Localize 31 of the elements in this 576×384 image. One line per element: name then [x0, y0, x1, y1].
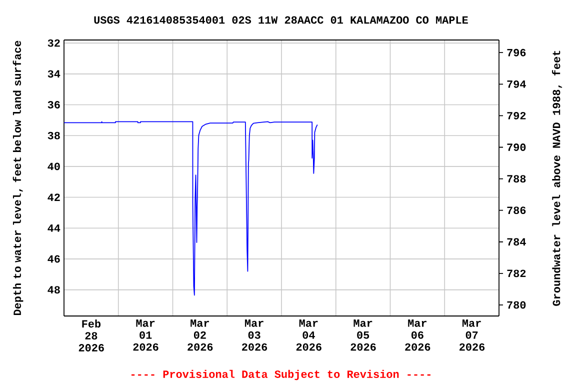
- y2-axis-title: Groundwater level above NAVD 1988, feet: [552, 50, 562, 306]
- y-tick-label: 34: [48, 70, 60, 78]
- x-tick-label: Mar 03 2026: [242, 320, 268, 351]
- x-tick-label: Mar 07 2026: [460, 320, 485, 351]
- y2-tick-label: 796: [507, 48, 526, 56]
- y-tick-label: 40: [48, 162, 60, 170]
- y-tick-label: 42: [48, 194, 60, 201]
- y-tick-label: 48: [48, 286, 60, 294]
- text: ---- Provisional Data Subject to Revision ----: [131, 370, 430, 380]
- line-series: [64, 121, 318, 296]
- y2-tick-label: 788: [507, 175, 526, 183]
- chart-title: USGS 421614085354001 02S 11W 28AACC 01 KALAMAZOO CO MAPLE: [94, 16, 468, 24]
- y-tick-label: 46: [48, 255, 60, 263]
- x-tick-label: Mar 06 2026: [405, 320, 430, 351]
- y2-tick-label: 780: [507, 301, 526, 309]
- y2-tick-label: 786: [507, 206, 526, 214]
- y-tick-label: 44: [48, 224, 60, 232]
- x-tick-label: Mar 01 2026: [133, 320, 158, 351]
- y2-tick-label: 794: [507, 80, 526, 88]
- y2-tick-label: 784: [507, 238, 526, 246]
- y-tick-label: 36: [48, 101, 60, 108]
- y-tick-label: 38: [48, 132, 60, 140]
- x-tick-label: Mar 02 2026: [188, 320, 213, 351]
- y2-tick-label: 790: [507, 144, 526, 151]
- x-tick-label: Mar 05 2026: [350, 320, 376, 351]
- y2-tick-label: 782: [507, 270, 526, 278]
- x-tick-label: Mar 04 2026: [296, 320, 322, 351]
- y-tick-label: 32: [48, 39, 60, 47]
- y2-tick-label: 792: [507, 112, 526, 120]
- y-axis-title: Depth to water level, feet below land surface: [12, 40, 24, 316]
- x-tick-label: Feb 28 2026: [78, 320, 104, 352]
